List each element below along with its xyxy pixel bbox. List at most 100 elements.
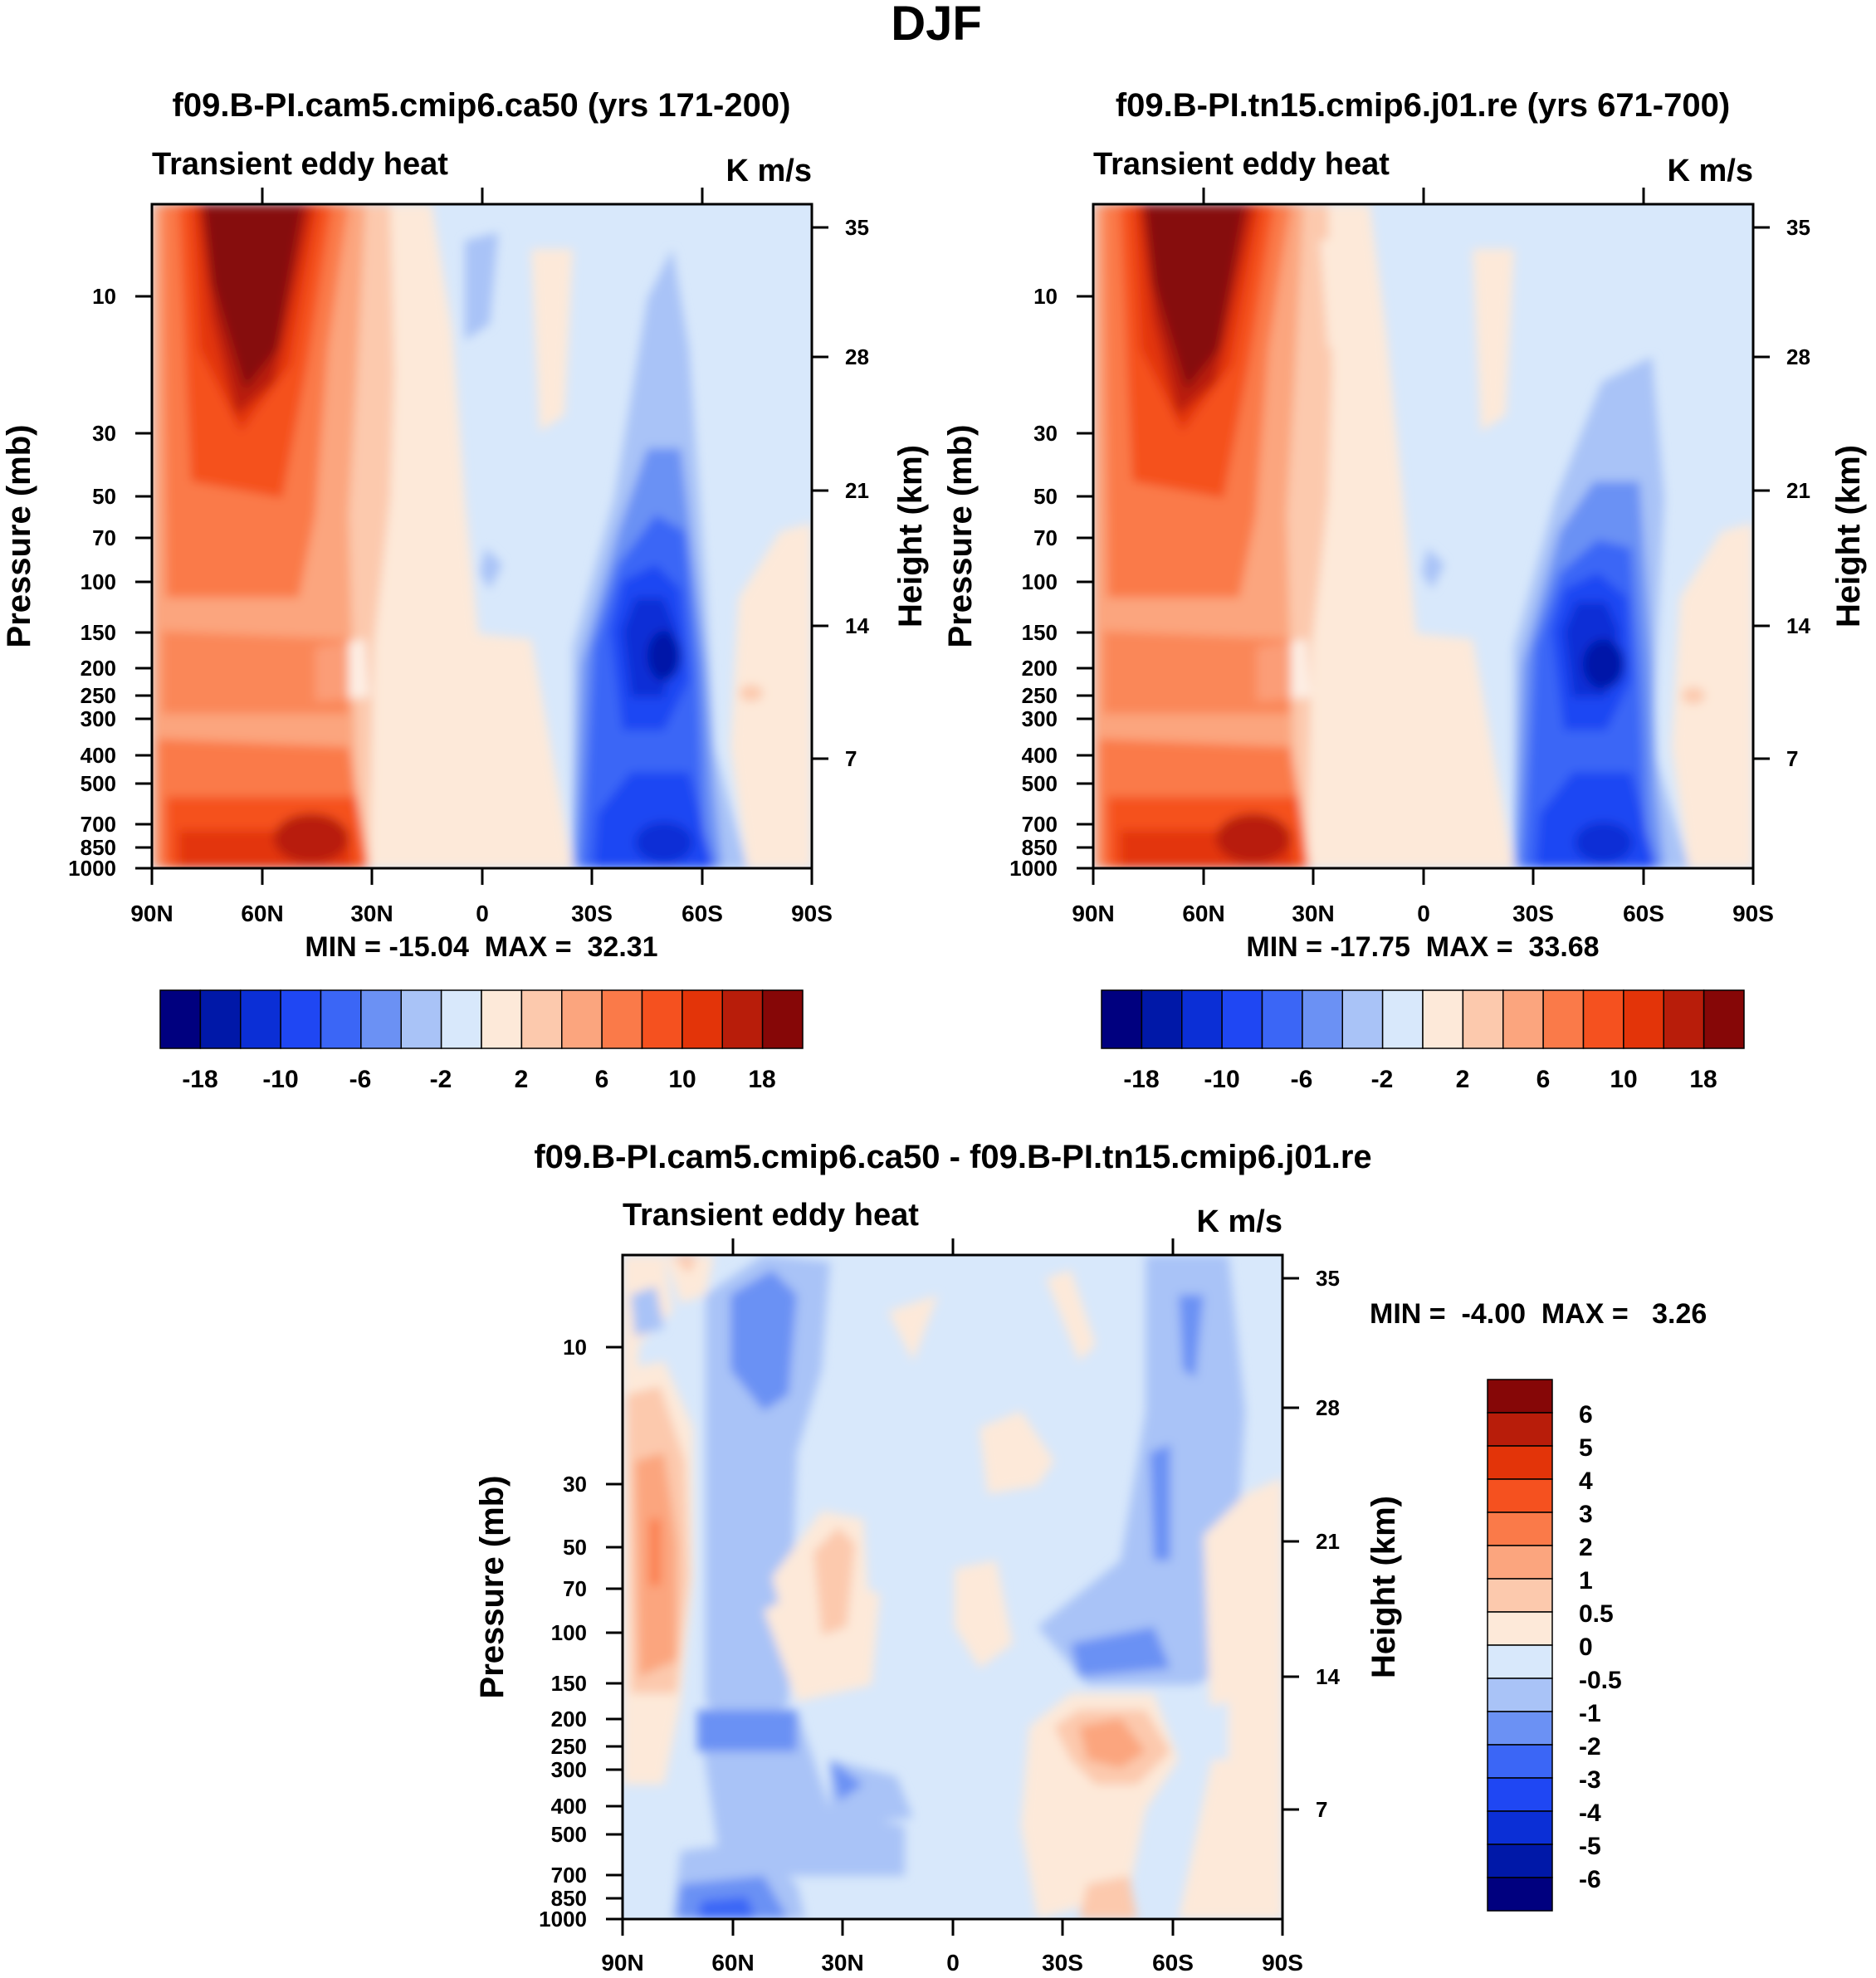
y2-tick-label: 21 — [1316, 1529, 1340, 1554]
y2-tick-label: 7 — [1786, 746, 1798, 771]
x-tick-label: 90N — [1072, 901, 1114, 926]
colorbar-label: 6 — [1579, 1401, 1593, 1429]
panel-units-label: K m/s — [726, 154, 812, 188]
colorbar-swatch — [1261, 989, 1303, 1049]
panel-top-right: f09.B-PI.tn15.cmip6.j01.re (yrs 671-700)… — [942, 87, 1867, 1093]
y-ticks — [606, 1346, 623, 1921]
y2-tick-label: 7 — [1316, 1797, 1327, 1822]
y-tick-label: 30 — [92, 421, 116, 446]
x-tick-label: 90S — [791, 901, 833, 926]
y2-tick-label: 21 — [845, 478, 869, 503]
colorbar-swatch — [1341, 989, 1384, 1049]
y-tick-label: 10 — [92, 284, 116, 309]
y-tick-label: 100 — [81, 569, 116, 594]
x-tick-label: 0 — [476, 901, 489, 926]
y-tick-labels: 10 30 50 70 100 150 200 250 300 400 500 … — [1009, 284, 1058, 881]
panel-top-left: f09.B-PI.cam5.cmip6.ca50 (yrs 171-200) T… — [1, 87, 929, 1093]
colorbar-swatch — [280, 989, 322, 1049]
colorbar-swatch — [601, 989, 643, 1049]
y-tick-label: 850 — [1022, 835, 1058, 860]
colorbar-swatch — [360, 989, 403, 1049]
colorbar-swatch — [1487, 1777, 1553, 1812]
colorbar-swatch — [1221, 989, 1263, 1049]
colorbar-swatch — [1487, 1512, 1553, 1546]
x-tick-label: 90S — [1262, 1950, 1303, 1976]
colorbar-label: 18 — [748, 1066, 775, 1093]
x-tick-label: 90N — [601, 1950, 643, 1976]
y-tick-label: 400 — [551, 1794, 587, 1819]
colorbar-label: 6 — [1536, 1066, 1551, 1093]
colorbar-swatch — [1542, 989, 1585, 1049]
colorbar-label: -6 — [349, 1066, 372, 1093]
colorbar-label: -1 — [1579, 1700, 1601, 1727]
min-max-label: MIN = -17.75 MAX = 33.68 — [1246, 931, 1599, 963]
y-axis-label: Pressure (mb) — [942, 425, 979, 648]
x-tick-label: 60N — [1182, 901, 1224, 926]
y2-ticks — [1282, 1277, 1299, 1811]
panel-title: f09.B-PI.cam5.cmip6.ca50 (yrs 171-200) — [173, 87, 791, 124]
colorbar-swatch — [1487, 1744, 1553, 1779]
y2-tick-label: 28 — [845, 344, 869, 369]
colorbar-swatch — [1487, 1478, 1553, 1513]
x-tick-label: 0 — [1417, 901, 1430, 926]
x-tick-label: 30S — [571, 901, 613, 926]
colorbar-swatch — [1487, 1844, 1553, 1878]
colorbar-swatch — [1502, 989, 1544, 1049]
colorbar-swatch — [561, 989, 603, 1049]
colorbar-swatch — [159, 989, 202, 1049]
y-tick-label: 500 — [1022, 771, 1058, 796]
y-tick-label: 30 — [563, 1472, 587, 1497]
panel-title: f09.B-PI.cam5.cmip6.ca50 - f09.B-PI.tn15… — [534, 1139, 1371, 1175]
y-tick-label: 700 — [81, 812, 116, 837]
colorbar-swatch — [1487, 1578, 1553, 1613]
x-tick-label: 60S — [1623, 901, 1664, 926]
y2-tick-label: 35 — [1786, 215, 1810, 240]
y-tick-label: 250 — [81, 683, 116, 708]
y2-tick-label: 14 — [845, 613, 869, 638]
page-title: DJF — [891, 0, 982, 51]
colorbar-label: 2 — [1456, 1066, 1470, 1093]
y-tick-labels: 10 30 50 70 100 150 200 250 300 400 500 … — [68, 284, 116, 881]
colorbar-label: 10 — [1610, 1066, 1637, 1093]
colorbar-label: -10 — [262, 1066, 298, 1093]
colorbar-swatch — [1487, 1445, 1553, 1480]
x-tick-label: 30N — [1292, 901, 1334, 926]
x-tick-label: 90N — [130, 901, 173, 926]
y2-tick-label: 35 — [1316, 1266, 1340, 1291]
x-tick-label: 90S — [1732, 901, 1774, 926]
x-tick-label: 60S — [1152, 1950, 1194, 1976]
colorbar-swatch — [1623, 989, 1665, 1049]
y-tick-label: 100 — [551, 1620, 587, 1645]
colorbar-label: 4 — [1579, 1468, 1593, 1495]
min-max-label: MIN = -15.04 MAX = 32.31 — [305, 931, 657, 963]
colorbar-label: -18 — [1123, 1066, 1159, 1093]
colorbar-label: -10 — [1204, 1066, 1239, 1093]
x-tick-label: 60N — [711, 1950, 754, 1976]
colorbar-labels: -18 -10 -6 -2 2 6 10 18 — [1123, 1066, 1717, 1093]
y-axis-label: Pressure (mb) — [474, 1476, 511, 1699]
y-tick-label: 10 — [1033, 284, 1058, 309]
y-tick-label: 300 — [81, 706, 116, 731]
y-tick-label: 200 — [81, 656, 116, 681]
x-ticks — [621, 1238, 1284, 1936]
y2-axis-label: Height (km) — [1365, 1496, 1402, 1678]
y-tick-label: 150 — [1022, 620, 1058, 645]
colorbar-label: -5 — [1579, 1833, 1601, 1860]
y-tick-label: 70 — [563, 1576, 587, 1601]
y-tick-label: 700 — [1022, 812, 1058, 837]
y2-tick-label: 28 — [1786, 344, 1810, 369]
colorbar-swatch — [1487, 1412, 1553, 1447]
y-tick-label: 150 — [551, 1671, 587, 1696]
colorbar-swatch — [199, 989, 242, 1049]
y-tick-label: 250 — [551, 1734, 587, 1759]
y-tick-label: 150 — [81, 620, 116, 645]
y2-tick-label: 21 — [1786, 478, 1810, 503]
y-tick-label: 70 — [1033, 525, 1058, 550]
y-tick-label: 1000 — [1009, 856, 1058, 881]
colorbar-swatch — [1487, 1545, 1553, 1580]
y2-tick-labels: 35 28 21 14 7 — [845, 215, 869, 771]
contour-field — [623, 1255, 1282, 1919]
colorbar-swatch — [240, 989, 281, 1049]
y-tick-label: 100 — [1022, 569, 1058, 594]
